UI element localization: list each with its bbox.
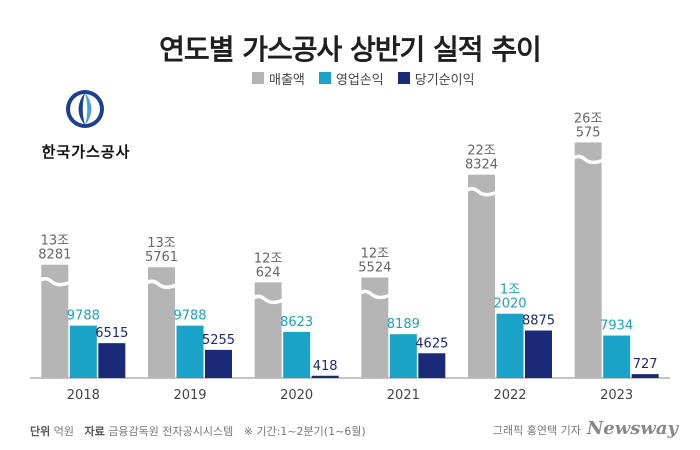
chart-title: 연도별 가스공사 상반기 실적 추이 — [159, 33, 542, 66]
legend-label-net-income: 당기순이익 — [414, 72, 475, 88]
data-label: 9788 — [67, 309, 100, 324]
x-tick-label: 2023 — [600, 388, 633, 403]
bar-0-2023 — [574, 142, 602, 378]
unit-label: 단위 — [30, 425, 51, 438]
data-label: 13조 — [147, 236, 176, 251]
data-label: 4625 — [415, 336, 448, 351]
data-label: 5524 — [358, 260, 391, 275]
bar-2-2022 — [525, 330, 552, 378]
data-label: 12조 — [254, 251, 283, 266]
axis-break-mark — [570, 154, 606, 165]
bar-1-2021 — [389, 334, 417, 378]
legend-item-operating-profit: 영업손익 — [318, 69, 384, 88]
footer-source: 단위 억원 자료 금융감독원 전자공시시스템 ※ 기간:1~2분기(1~6월) — [30, 423, 366, 439]
data-label: 575 — [576, 125, 601, 140]
x-tick-label: 2019 — [173, 388, 206, 403]
bar-1-2020 — [283, 331, 311, 378]
bar-0-2022 — [468, 174, 495, 378]
data-label: 2020 — [493, 297, 526, 312]
bar-0-2020 — [254, 282, 282, 378]
x-tick-label: 2022 — [493, 388, 526, 403]
axis-break-mark — [37, 276, 73, 287]
axis-break-mark — [250, 294, 286, 305]
kogas-logo-icon — [66, 90, 104, 128]
data-label: 8281 — [38, 248, 71, 263]
axis-break-mark — [143, 279, 179, 289]
legend-label-revenue: 매출액 — [269, 72, 305, 88]
graphic-credit: 그래픽 홍연택 기자 — [492, 424, 581, 437]
data-label: 8875 — [522, 314, 555, 329]
bar-1-2022 — [496, 313, 524, 378]
data-label: 22조 — [467, 144, 496, 159]
data-label: 5761 — [145, 250, 178, 265]
bar-2-2023 — [631, 374, 659, 378]
data-label: 7934 — [600, 319, 633, 334]
legend-swatch-net-income — [397, 72, 410, 84]
data-label: 12조 — [361, 246, 390, 261]
x-tick-label: 2018 — [67, 388, 100, 403]
legend-swatch-revenue — [252, 72, 264, 84]
bar-2-2021 — [418, 353, 446, 378]
data-label: 8324 — [465, 158, 498, 173]
legend-label-operating-profit: 영업손익 — [335, 72, 384, 88]
brand-logo: Newsway — [586, 418, 678, 439]
axis-break-mark — [463, 186, 499, 197]
legend-item-revenue: 매출액 — [252, 69, 305, 88]
source-label: 자료 — [84, 425, 105, 438]
data-label: 1조 — [500, 283, 520, 298]
data-label: 8189 — [387, 317, 420, 332]
data-label: 9788 — [173, 309, 206, 324]
period-note: ※ 기간:1~2분기(1~6월) — [243, 425, 366, 438]
bar-2-2019 — [205, 349, 232, 378]
legend-swatch-operating-profit — [318, 72, 331, 84]
data-label: 6515 — [95, 326, 128, 341]
bar-1-2019 — [176, 325, 204, 378]
bar-0-2021 — [361, 277, 389, 378]
footer-credit: 그래픽 홍연택 기자 Newsway — [493, 418, 678, 439]
bar-0-2019 — [148, 267, 175, 378]
data-label: 13조 — [41, 234, 70, 249]
bar-2-2020 — [311, 375, 339, 378]
bar-1-2018 — [69, 325, 97, 378]
legend: 매출액 영업손익 당기순이익 — [252, 69, 475, 88]
data-label: 26조 — [574, 111, 603, 126]
data-label: 8623 — [280, 315, 313, 330]
axis-break-mark — [357, 289, 393, 300]
data-label: 624 — [256, 265, 281, 280]
unit-value: 억원 — [53, 425, 74, 438]
x-tick-label: 2021 — [387, 388, 420, 403]
legend-item-net-income: 당기순이익 — [397, 69, 475, 88]
bar-1-2023 — [603, 335, 631, 378]
source-value: 금융감독원 전자공시시스템 — [108, 425, 234, 438]
data-label: 418 — [313, 359, 338, 374]
data-label: 727 — [633, 357, 658, 372]
x-tick-label: 2020 — [280, 388, 313, 403]
data-label: 5255 — [202, 333, 235, 348]
bar-2-2018 — [98, 343, 126, 378]
logo-wordmark: 한국가스공사 — [41, 143, 131, 161]
